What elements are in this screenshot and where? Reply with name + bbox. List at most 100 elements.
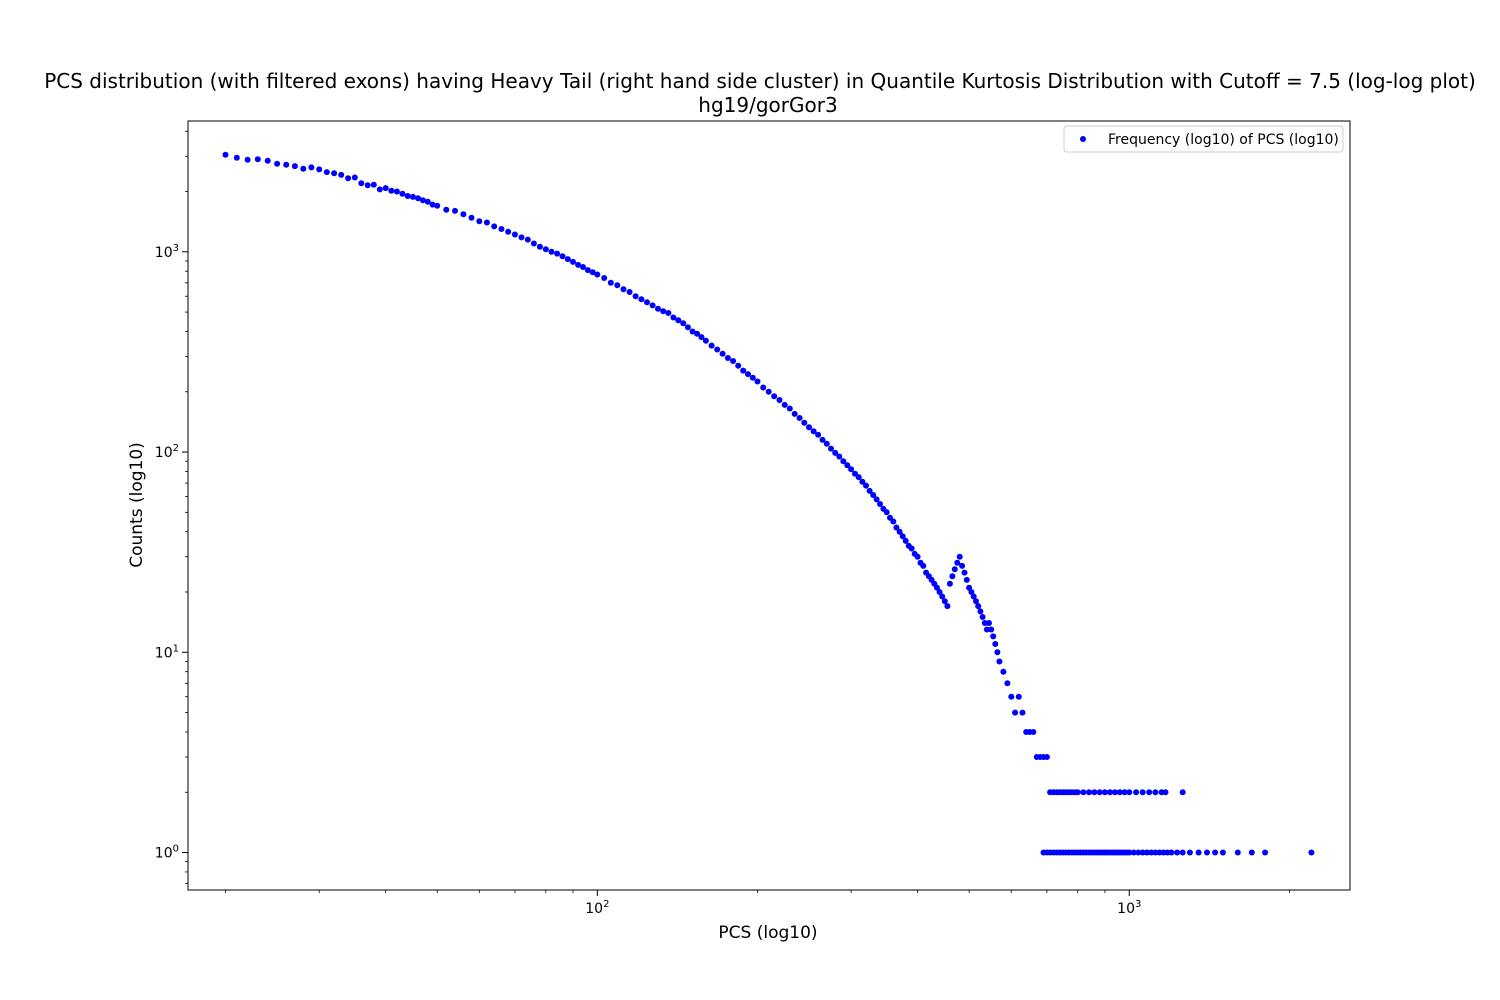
data-point [815, 431, 822, 438]
data-point [776, 397, 783, 403]
data-point [382, 185, 389, 192]
data-point [626, 289, 633, 295]
data-point [607, 279, 614, 286]
data-point [730, 358, 737, 364]
data-point [781, 401, 788, 408]
data-point [1152, 849, 1159, 856]
data-point [1186, 849, 1193, 856]
data-point [1162, 789, 1169, 796]
data-point [745, 371, 751, 378]
data-point [866, 487, 873, 494]
data-point [1144, 849, 1150, 856]
data-point [949, 573, 956, 580]
data-point [476, 218, 483, 225]
data-point [735, 362, 742, 369]
data-point [675, 317, 682, 324]
data-point [870, 492, 877, 498]
data-point [836, 453, 843, 460]
data-point [899, 533, 906, 540]
data-point [376, 186, 383, 193]
y-axis-ticks: 100 101 102 103 [155, 130, 188, 884]
data-point [908, 545, 915, 552]
data-point [1074, 789, 1081, 796]
x-axis-ticks: 102 103 [225, 890, 1290, 917]
data-point [786, 405, 793, 412]
data-point [434, 202, 441, 209]
data-point [1262, 849, 1269, 856]
data-point [331, 170, 338, 177]
data-point [689, 328, 696, 335]
data-point [1101, 789, 1108, 796]
data-point [601, 275, 608, 281]
data-point [791, 410, 798, 417]
data-point [399, 190, 406, 197]
data-point [1116, 789, 1123, 796]
x-tick-label: 103 [1117, 899, 1141, 917]
data-point [702, 337, 709, 344]
data-point [575, 261, 582, 268]
data-point [443, 206, 450, 213]
chart-title: PCS distribution (with filtered exons) h… [44, 69, 1476, 93]
data-point [300, 165, 307, 172]
data-point [542, 246, 549, 253]
data-point [990, 633, 997, 640]
y-tick-label: 102 [155, 443, 179, 461]
data-point [564, 256, 571, 263]
y-axis-label: Counts (log10) [127, 442, 147, 568]
data-point [1015, 693, 1022, 700]
data-point [620, 286, 627, 293]
x-axis-label: PCS (log10) [718, 923, 817, 943]
data-point [524, 236, 531, 243]
data-point [505, 228, 512, 235]
y-tick-label: 100 [155, 844, 179, 862]
data-point [708, 342, 715, 349]
data-point [308, 164, 315, 171]
chart-subtitle: hg19/gorGor3 [698, 93, 837, 117]
data-point [873, 496, 880, 503]
data-point [1130, 849, 1137, 856]
data-point [1019, 709, 1026, 716]
data-point [530, 240, 537, 247]
data-point [941, 598, 948, 605]
data-point [883, 509, 890, 516]
data-point [323, 169, 330, 176]
data-point [254, 156, 261, 163]
data-point [936, 589, 943, 595]
data-point [393, 188, 400, 195]
data-point [1204, 849, 1210, 856]
legend-box [1063, 125, 1344, 153]
data-point [1156, 849, 1163, 856]
data-point [364, 182, 371, 189]
legend: Frequency (log10) of PCS (log10) [1063, 125, 1344, 153]
data-point [1126, 849, 1133, 856]
data-point [1080, 789, 1087, 796]
data-point [283, 161, 290, 168]
data-point [1091, 789, 1098, 796]
data-point [920, 562, 927, 569]
data-point [771, 393, 778, 400]
data-point [264, 157, 271, 164]
data-point [959, 562, 966, 569]
data-point [649, 302, 656, 309]
data-point [1234, 849, 1241, 856]
data-point [996, 658, 1003, 665]
data-point [518, 234, 525, 241]
data-point [1146, 789, 1153, 796]
y-tick-label: 101 [155, 643, 179, 661]
data-point [536, 243, 543, 250]
data-point [1212, 849, 1219, 856]
data-point [832, 449, 839, 456]
data-point [1152, 789, 1159, 796]
data-point [1012, 709, 1019, 716]
data-point [511, 231, 518, 238]
data-point [370, 181, 377, 188]
data-point [345, 175, 352, 182]
data-point [1121, 789, 1128, 796]
data-point [316, 166, 323, 173]
data-point [844, 462, 851, 469]
x-tick-label: 102 [585, 899, 609, 917]
data-point [559, 253, 566, 260]
data-point [452, 207, 458, 214]
data-point [994, 649, 1001, 656]
data-point [589, 269, 596, 276]
